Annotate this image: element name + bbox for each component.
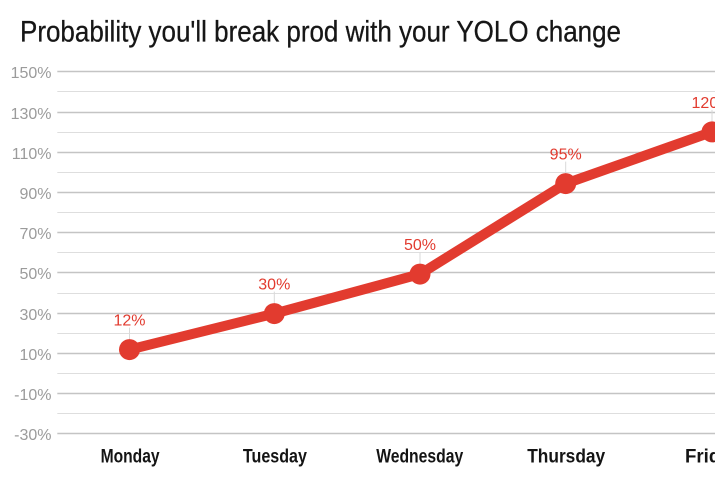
svg-text:Tuesday: Tuesday — [243, 446, 307, 468]
svg-text:30%: 30% — [258, 277, 290, 294]
svg-text:Thursday: Thursday — [527, 446, 605, 468]
svg-text:70%: 70% — [19, 226, 51, 243]
svg-text:30%: 30% — [19, 307, 51, 324]
svg-text:50%: 50% — [404, 237, 436, 254]
svg-text:130%: 130% — [11, 106, 52, 123]
svg-text:95%: 95% — [550, 147, 582, 164]
svg-text:150%: 150% — [11, 65, 52, 82]
svg-text:10%: 10% — [19, 347, 51, 364]
svg-text:90%: 90% — [19, 186, 51, 203]
svg-text:50%: 50% — [19, 266, 51, 283]
svg-text:12%: 12% — [113, 313, 145, 330]
svg-text:110%: 110% — [12, 146, 52, 163]
svg-text:Monday: Monday — [101, 446, 160, 468]
svg-text:120%: 120% — [692, 95, 715, 112]
svg-text:Wednesday: Wednesday — [376, 446, 463, 468]
svg-text:-30%: -30% — [14, 427, 51, 444]
svg-text:Friday: Friday — [685, 446, 715, 468]
svg-text:-10%: -10% — [14, 387, 51, 404]
svg-text:Probability you'll break prod: Probability you'll break prod with your … — [20, 15, 621, 48]
